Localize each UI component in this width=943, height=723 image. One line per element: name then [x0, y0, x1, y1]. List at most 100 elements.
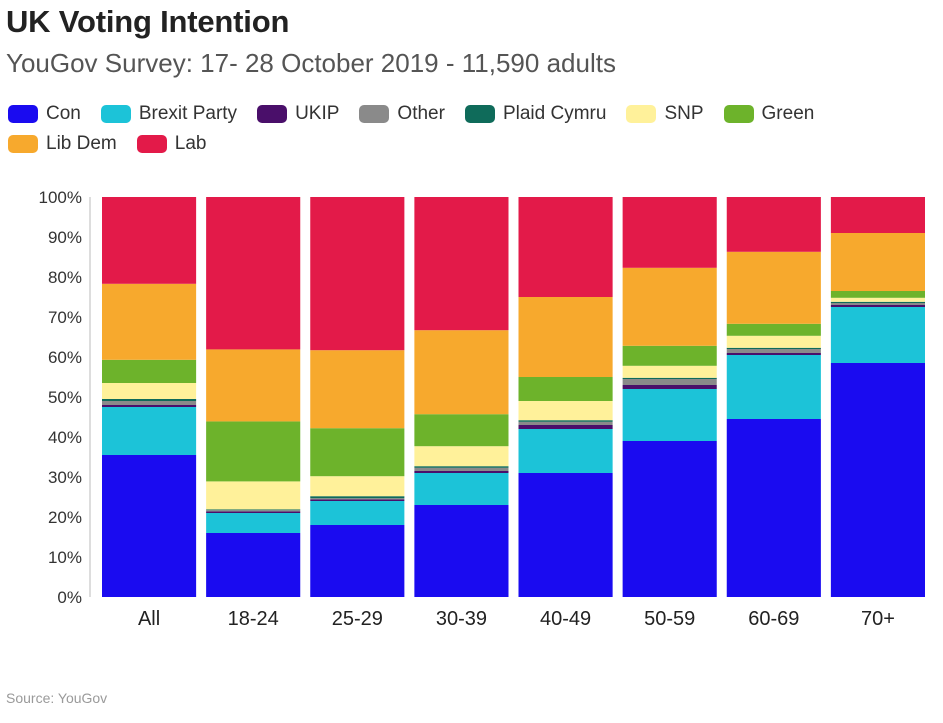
bar-segment	[726, 347, 821, 349]
bar-segment	[622, 365, 717, 378]
bar-segment	[414, 505, 509, 597]
bar-segment	[830, 363, 925, 597]
bar-segment	[414, 466, 509, 468]
legend-item: UKIP	[257, 102, 339, 126]
legend-label: Green	[761, 103, 815, 124]
legend-swatch	[8, 135, 38, 153]
bar-segment	[622, 267, 717, 346]
legend-swatch	[464, 105, 495, 123]
y-tick-label: 80%	[48, 268, 82, 287]
bar-segment	[414, 446, 509, 467]
bar-segment	[102, 197, 197, 284]
legend-swatch	[626, 105, 657, 123]
bar-segment	[310, 428, 405, 477]
bar-segment	[726, 197, 821, 252]
bar-segment	[518, 377, 613, 401]
bar-segment	[622, 389, 717, 441]
legend-item: Lib Dem	[8, 132, 117, 156]
bar-segment	[414, 414, 509, 447]
bar-segment	[622, 379, 717, 385]
bar-segment	[102, 399, 197, 401]
bar-segment	[726, 335, 821, 348]
bar-segment	[206, 481, 301, 510]
legend-label: Brexit Party	[138, 103, 238, 124]
bar-segment	[518, 425, 613, 429]
bar-segment	[206, 197, 301, 350]
bar-segment	[830, 291, 925, 298]
legend: Con Brexit Party UKIP Other Plaid Cymru SNP Gr…	[8, 102, 928, 156]
y-tick-label: 10%	[48, 548, 82, 567]
bar-segment	[102, 383, 197, 399]
bar-segment	[206, 510, 301, 512]
bar-segment	[518, 401, 613, 421]
bar-segment	[310, 197, 405, 351]
legend-item: Green	[723, 102, 815, 126]
bar-segment	[518, 197, 613, 297]
legend-item: Other	[359, 102, 445, 126]
legend-label: Other	[397, 103, 445, 124]
y-tick-label: 0%	[57, 588, 82, 607]
x-tick-label: 40-49	[540, 608, 591, 630]
bar-segment	[518, 473, 613, 597]
x-tick-label: All	[138, 608, 160, 630]
y-tick-label: 70%	[48, 308, 82, 327]
legend-label: UKIP	[295, 103, 340, 124]
legend-label: Plaid Cymru	[502, 103, 607, 124]
bar-segment	[206, 349, 301, 422]
bar-segment	[726, 251, 821, 324]
bar-segment	[830, 197, 925, 233]
legend-label: Lab	[174, 133, 207, 154]
bar-segment	[414, 471, 509, 473]
y-tick-label: 90%	[48, 228, 82, 247]
y-tick-label: 100%	[39, 188, 82, 207]
bar-segment	[310, 476, 405, 497]
bar-segment	[310, 496, 405, 499]
bar-segment	[518, 420, 613, 422]
y-tick-label: 30%	[48, 468, 82, 487]
source-note: Source: YouGov	[6, 690, 108, 706]
bar-segment	[830, 303, 925, 305]
y-tick-label: 20%	[48, 508, 82, 527]
bar-segment	[206, 513, 301, 533]
legend-item: SNP	[626, 102, 704, 126]
bar-segment	[830, 233, 925, 291]
bar-segment	[102, 359, 197, 383]
bar-segment	[518, 429, 613, 473]
bar-segment	[206, 509, 301, 511]
x-tick-label: 70+	[861, 608, 895, 630]
y-tick-label: 60%	[48, 348, 82, 367]
legend-label: Con	[46, 103, 81, 124]
legend-swatch	[257, 105, 288, 123]
bar-segment	[310, 350, 405, 429]
legend-swatch	[136, 135, 167, 153]
bar-segment	[414, 330, 509, 415]
bar-segment	[830, 305, 925, 307]
bar-segment	[102, 401, 197, 405]
bar-segment	[622, 197, 717, 268]
legend-swatch	[723, 105, 754, 123]
legend-item: Brexit Party	[100, 102, 238, 126]
chart-subtitle: YouGov Survey: 17- 28 October 2019 - 11,…	[6, 48, 616, 78]
bar-segment	[310, 501, 405, 525]
stacked-bar-chart: 0% 10% 20% 30% 40% 50% 60% 70% 80% 90% 100% All 18-2…	[39, 188, 925, 630]
bar-segment	[206, 421, 301, 482]
legend-label: Lib Dem	[46, 133, 117, 154]
x-tick-label: 50-59	[644, 608, 695, 630]
bar-segment	[726, 355, 821, 419]
legend-swatch	[8, 105, 38, 123]
legend-swatch	[100, 105, 131, 123]
legend-item: Lab	[136, 132, 207, 156]
y-tick-label: 40%	[48, 428, 82, 447]
legend-item: Con	[8, 102, 81, 126]
bar-segment	[310, 499, 405, 501]
legend-label: SNP	[664, 103, 704, 124]
x-tick-label: 30-39	[436, 608, 487, 630]
bar-segment	[622, 385, 717, 389]
legend-swatch	[359, 105, 390, 123]
bar-segment	[310, 525, 405, 597]
bar-segment	[102, 283, 197, 360]
bar-segment	[414, 473, 509, 505]
bar-segment	[206, 533, 301, 597]
bar-segment	[726, 353, 821, 355]
x-tick-label: 60-69	[748, 608, 799, 630]
